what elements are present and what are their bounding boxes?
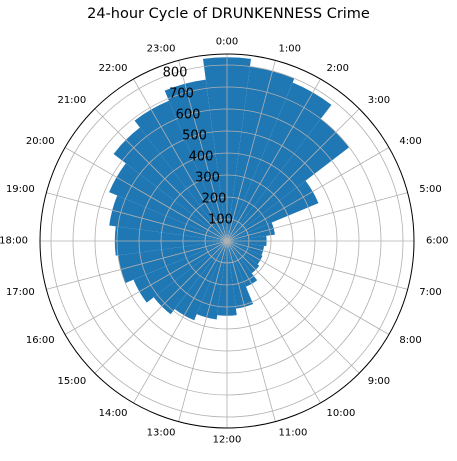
chart-title: 24-hour Cycle of DRUNKENNESS Crime	[87, 6, 370, 22]
grid-spoke-15:00	[94, 240, 228, 374]
grid-group	[40, 54, 414, 428]
grid-spoke-7:00	[226, 240, 408, 290]
angle-label-16:00: 16:00	[26, 335, 55, 346]
angle-label-2:00: 2:00	[327, 63, 349, 74]
angle-label-22:00: 22:00	[99, 63, 128, 74]
bar-14:00	[174, 241, 227, 321]
angle-label-19:00: 19:00	[6, 184, 35, 195]
radial-tick-400: 400	[189, 149, 214, 164]
angle-label-11:00: 11:00	[279, 428, 308, 439]
angle-label-20:00: 20:00	[26, 136, 55, 147]
grid-spoke-14:00	[133, 240, 228, 404]
bar-1:00	[227, 66, 295, 241]
bar-19:00	[109, 195, 227, 241]
angle-label-5:00: 5:00	[419, 184, 441, 195]
bar-2:00	[227, 82, 332, 242]
angle-label-15:00: 15:00	[57, 376, 86, 387]
grid-spoke-8:00	[226, 240, 390, 335]
radial-tick-300: 300	[195, 170, 220, 185]
angle-label-9:00: 9:00	[368, 376, 390, 387]
grid-spoke-10:00	[226, 240, 321, 404]
angle-label-6:00: 6:00	[426, 236, 448, 247]
grid-spoke-13:00	[178, 240, 228, 422]
radial-tick-700: 700	[169, 86, 194, 101]
radial-tick-100: 100	[208, 212, 233, 227]
bar-20:00	[109, 163, 227, 241]
grid-spoke-19:00	[46, 192, 228, 242]
bar-13:00	[196, 241, 227, 320]
angle-label-21:00: 21:00	[57, 95, 86, 106]
angle-labels-group: 0:00 1:00 2:00 3:00 4:00 5:00 6:00 7:00 8:00 9:00…	[0, 37, 448, 446]
grid-spoke-21:00	[94, 108, 228, 242]
grid-spoke-17:00	[46, 240, 228, 290]
angle-label-10:00: 10:00	[327, 408, 356, 419]
bar-8:00	[227, 241, 263, 265]
bar-4:00	[227, 180, 319, 241]
outer-ring	[39, 53, 415, 429]
bar-22:00	[134, 100, 227, 241]
bar-7:00	[227, 241, 265, 256]
angle-label-23:00: 23:00	[147, 43, 176, 54]
grid-spoke-11:00	[226, 240, 276, 422]
radial-tick-600: 600	[176, 107, 201, 122]
angle-label-8:00: 8:00	[399, 335, 421, 346]
grid-spoke-22:00	[133, 78, 228, 242]
bar-5:00	[227, 222, 275, 241]
angle-label-18:00: 18:00	[0, 236, 28, 247]
angle-label-7:00: 7:00	[419, 287, 441, 298]
grid-spoke-4:00	[226, 147, 390, 242]
grid-spoke-20:00	[64, 147, 228, 242]
angle-label-1:00: 1:00	[279, 43, 301, 54]
bar-11:00	[227, 241, 254, 309]
bar-10:00	[227, 241, 258, 287]
angle-label-12:00: 12:00	[213, 435, 242, 446]
bar-16:00	[133, 241, 227, 303]
radial-labels-group: 100 200 300 400 500 600 700 800	[163, 65, 233, 227]
angle-label-3:00: 3:00	[368, 95, 390, 106]
bar-23:00	[164, 79, 227, 241]
grid-spoke-1:00	[226, 60, 276, 242]
bars-group	[109, 57, 350, 321]
radial-tick-200: 200	[202, 191, 227, 206]
radial-tick-800: 800	[163, 65, 188, 80]
angle-label-17:00: 17:00	[6, 287, 35, 298]
grid-spoke-5:00	[226, 192, 408, 242]
grid-spoke-23:00	[178, 60, 228, 242]
grid-spoke-9:00	[226, 240, 360, 374]
angle-label-0:00: 0:00	[216, 37, 238, 48]
grid-spoke-16:00	[64, 240, 228, 335]
radial-tick-500: 500	[182, 128, 207, 143]
angle-label-4:00: 4:00	[399, 136, 421, 147]
angle-label-13:00: 13:00	[147, 428, 176, 439]
angle-label-14:00: 14:00	[99, 408, 128, 419]
grid-spoke-3:00	[226, 108, 360, 242]
grid-spoke-2:00	[226, 78, 321, 242]
